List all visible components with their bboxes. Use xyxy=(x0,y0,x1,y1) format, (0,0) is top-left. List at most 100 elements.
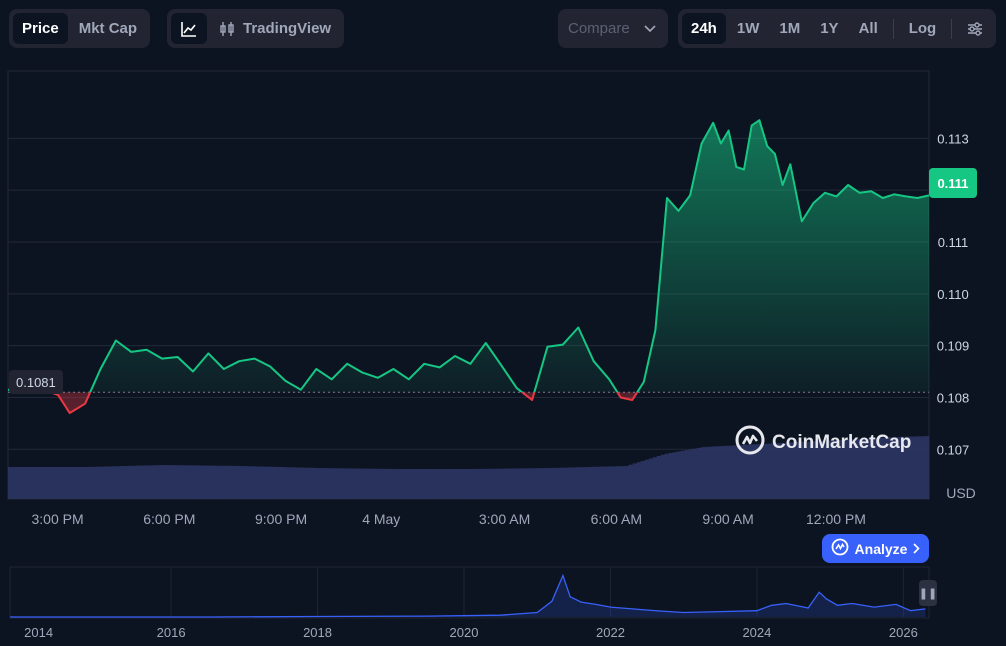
navigator-handle[interactable]: ❚❚ xyxy=(919,580,937,606)
history-navigator-chart[interactable]: 2014 2016 2018 2020 2022 2024 2026 xyxy=(0,566,1006,646)
navigator-grid xyxy=(170,568,904,617)
tradingview-button[interactable]: TradingView xyxy=(209,13,340,44)
volume-bar xyxy=(504,468,509,499)
volume-bar xyxy=(328,468,333,499)
volume-bar xyxy=(400,469,405,499)
range-1y[interactable]: 1Y xyxy=(820,20,839,37)
volume-bar xyxy=(32,467,37,499)
volume-bar xyxy=(880,437,886,499)
volume-bar xyxy=(336,468,341,499)
volume-bar xyxy=(688,449,694,499)
volume-bar xyxy=(408,469,413,499)
volume-bar xyxy=(664,453,670,499)
volume-bar xyxy=(88,466,93,499)
volume-bar xyxy=(560,467,565,499)
watermark-text: CoinMarketCap xyxy=(772,432,912,453)
volume-bar xyxy=(28,467,33,499)
volume-bar xyxy=(760,443,766,499)
volume-bar xyxy=(220,465,225,499)
volume-bar xyxy=(196,465,201,499)
chart-settings-button[interactable] xyxy=(958,13,992,44)
volume-bar xyxy=(516,468,521,499)
volume-bar xyxy=(600,466,605,499)
tab-price[interactable]: Price xyxy=(13,13,68,44)
price-area xyxy=(8,120,929,413)
volume-bar xyxy=(780,442,786,499)
navigator-tick-label: 2020 xyxy=(450,625,479,640)
volume-bar xyxy=(136,465,141,499)
tab-mkt-cap[interactable]: Mkt Cap xyxy=(78,20,138,37)
range-1m[interactable]: 1M xyxy=(779,20,801,37)
volume-bar xyxy=(808,441,814,499)
volume-bar xyxy=(80,467,85,499)
navigator-x-axis-ticks: 2014 2016 2018 2020 2022 2024 2026 xyxy=(24,625,918,640)
analyze-label: Analyze xyxy=(854,540,908,557)
volume-bar xyxy=(472,468,477,499)
volume-bar xyxy=(648,458,653,499)
volume-bar xyxy=(712,446,718,499)
price-area-up xyxy=(8,120,929,393)
volume-bar xyxy=(524,468,529,499)
range-24h[interactable]: 24h xyxy=(682,13,726,44)
volume-bar xyxy=(120,466,125,499)
volume-bar xyxy=(716,446,722,499)
line-chart-button[interactable] xyxy=(171,13,207,44)
volume-bar xyxy=(380,468,385,499)
compare-dropdown[interactable]: Compare xyxy=(558,9,668,48)
volume-bar xyxy=(56,467,61,499)
volume-bar xyxy=(304,467,309,499)
volume-bar xyxy=(404,469,409,499)
volume-bar xyxy=(464,469,469,499)
volume-bar xyxy=(148,465,153,499)
log-scale-toggle[interactable]: Log xyxy=(908,20,937,37)
volume-bar xyxy=(84,467,89,499)
volume-bar xyxy=(52,467,57,499)
volume-bar xyxy=(48,467,53,499)
range-1w[interactable]: 1W xyxy=(736,20,760,37)
volume-bar xyxy=(532,468,537,499)
volume-bar xyxy=(452,469,457,499)
volume-bar xyxy=(192,465,197,499)
candlestick-icon xyxy=(218,20,236,38)
x-tick-label: 6:00 AM xyxy=(591,511,642,527)
volume-bar xyxy=(280,467,285,499)
volume-bar xyxy=(820,440,826,499)
volume-bar xyxy=(864,438,870,499)
range-all[interactable]: All xyxy=(858,20,878,37)
volume-bar xyxy=(696,447,702,499)
volume-bar xyxy=(752,444,758,499)
volume-bar xyxy=(8,467,13,499)
x-axis-ticks: 3:00 PM 6:00 PM 9:00 PM 4 May 3:00 AM 6:00 AM… xyxy=(31,511,865,527)
volume-bar xyxy=(912,436,918,499)
volume-bar xyxy=(36,467,41,499)
volume-bar xyxy=(260,466,265,499)
volume-bar xyxy=(440,469,445,499)
volume-bar xyxy=(152,465,157,499)
volume-bar xyxy=(244,466,249,499)
volume-bar xyxy=(372,468,377,499)
volume-bar xyxy=(256,466,261,499)
analyze-button[interactable]: Analyze xyxy=(822,534,929,563)
volume-bar xyxy=(700,447,706,499)
volume-bar xyxy=(296,467,301,499)
volume-bar xyxy=(792,442,798,499)
volume-bar xyxy=(576,467,581,499)
line-chart-icon xyxy=(180,20,198,38)
price-series xyxy=(7,119,930,414)
volume-bar xyxy=(860,438,866,499)
volume-bar xyxy=(828,440,834,499)
volume-bar xyxy=(636,462,641,499)
volume-bar xyxy=(292,467,297,499)
volume-bar xyxy=(544,468,549,499)
volume-bar xyxy=(540,468,545,499)
volume-bar xyxy=(288,467,293,499)
volume-bar xyxy=(116,466,121,499)
current-price-label: 0.111 xyxy=(929,168,977,198)
volume-bar xyxy=(500,468,505,499)
volume-bar xyxy=(596,466,601,499)
volume-bar xyxy=(352,468,357,499)
volume-bar xyxy=(876,437,882,499)
volume-bar xyxy=(892,437,898,499)
volume-bar xyxy=(108,466,113,499)
